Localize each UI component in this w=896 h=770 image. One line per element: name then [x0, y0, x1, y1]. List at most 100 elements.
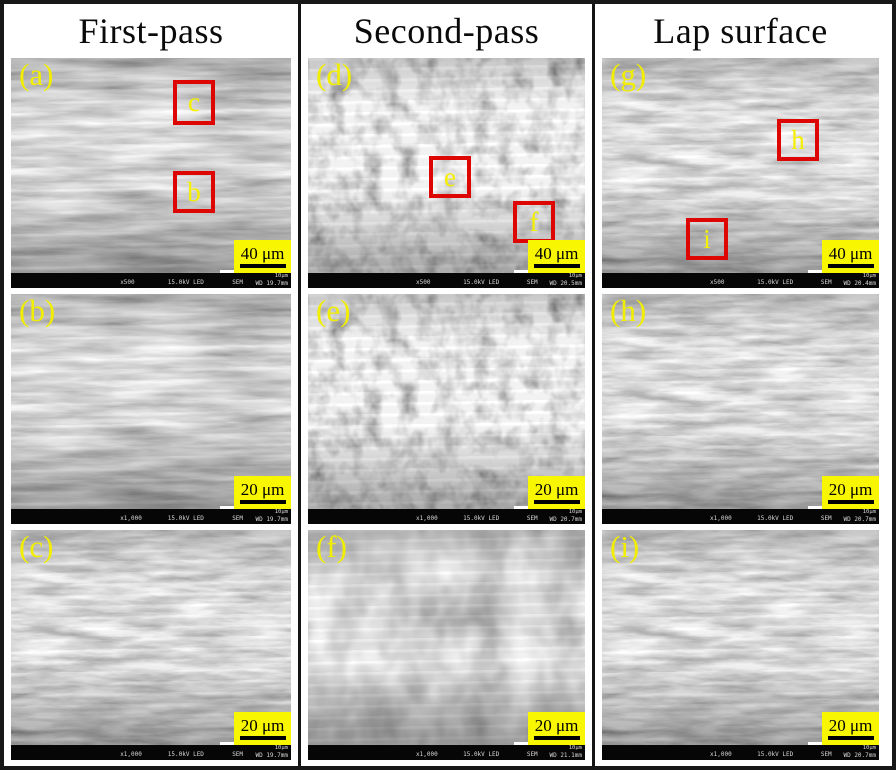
meta-voltage: 15.0kV LED — [757, 751, 794, 758]
sem-image-i: (i) 20 μm — [602, 530, 879, 745]
meta-voltage: 15.0kV LED — [463, 279, 500, 286]
region-box-h: h — [777, 119, 819, 161]
panel-label: (e) — [316, 294, 351, 328]
region-box-c: c — [173, 80, 215, 125]
meta-minibar-tick — [220, 506, 241, 509]
meta-minibar-label: 10μm — [568, 745, 582, 751]
sem-panel-g: (g) h i 40 μm x500 15.0kV LED SEM 10μm W… — [602, 58, 879, 288]
sem-panel-c: (c) 20 μm x1,000 15.0kV LED SEM 10μm WD … — [11, 530, 291, 760]
scale-bar: 20 μm — [822, 712, 879, 745]
region-box-i: i — [686, 218, 728, 260]
meta-working-distance: WD 19.7mm — [255, 516, 288, 523]
meta-detector: SEM — [526, 515, 538, 522]
meta-minibar-tick — [808, 506, 829, 509]
meta-magnification: x1,000 — [416, 515, 438, 522]
region-box-b: b — [173, 171, 215, 213]
meta-working-distance: WD 20.7mm — [843, 516, 876, 523]
meta-detector: SEM — [526, 279, 538, 286]
meta-magnification: x500 — [120, 279, 135, 286]
scale-bar-label: 20 μm — [240, 480, 285, 499]
scale-bar: 40 μm — [234, 240, 291, 273]
sem-panel-f: (f) 20 μm x1,000 15.0kV LED SEM 10μm WD … — [308, 530, 585, 760]
scale-bar: 40 μm — [822, 240, 879, 273]
meta-bar: x500 15.0kV LED SEM 10μm WD 20.4mm — [602, 273, 879, 288]
scale-bar-line — [533, 736, 580, 740]
region-box-letter: b — [187, 176, 201, 207]
scale-bar-label: 20 μm — [534, 480, 579, 499]
meta-detector: SEM — [526, 751, 538, 758]
meta-working-distance: WD 20.5mm — [549, 280, 582, 287]
image-shading — [308, 58, 585, 273]
meta-minibar-tick — [514, 742, 535, 745]
meta-minibar-tick — [514, 270, 535, 273]
meta-voltage: 15.0kV LED — [757, 515, 794, 522]
scale-bar-line — [827, 500, 874, 504]
scale-bar-line — [827, 736, 874, 740]
meta-working-distance: WD 21.1mm — [549, 752, 582, 759]
meta-voltage: 15.0kV LED — [463, 515, 500, 522]
meta-detector: SEM — [820, 279, 832, 286]
scale-bar: 20 μm — [234, 712, 291, 745]
sem-image-b: (b) 20 μm — [11, 294, 291, 509]
meta-minibar-label: 10μm — [568, 509, 582, 515]
sem-texture — [308, 294, 585, 509]
meta-minibar-label: 10μm — [274, 273, 288, 279]
meta-magnification: x1,000 — [416, 751, 438, 758]
sem-texture — [602, 294, 879, 509]
meta-detector: SEM — [232, 751, 244, 758]
meta-bar: x500 15.0kV LED SEM 10μm WD 19.7mm — [11, 273, 291, 288]
meta-bar: x1,000 15.0kV LED SEM 10μm WD 19.7mm — [11, 509, 291, 524]
meta-minibar-tick — [220, 270, 241, 273]
meta-working-distance: WD 20.7mm — [549, 516, 582, 523]
column-header: Second-pass — [353, 11, 540, 51]
meta-magnification: x1,000 — [120, 751, 142, 758]
image-shading — [11, 58, 291, 273]
region-box-f: f — [513, 201, 555, 243]
scale-bar-label: 40 μm — [240, 244, 285, 263]
meta-detector: SEM — [820, 515, 832, 522]
column-first-pass: First-pass (a) c b 40 μm x500 — [4, 4, 298, 766]
meta-magnification: x1,000 — [710, 751, 732, 758]
scale-bar: 40 μm — [528, 240, 585, 273]
sem-texture — [11, 530, 291, 745]
meta-bar: x1,000 15.0kV LED SEM 10μm WD 20.7mm — [602, 509, 879, 524]
sem-image-e: (e) 20 μm — [308, 294, 585, 509]
panel-label: (d) — [316, 58, 353, 92]
meta-voltage: 15.0kV LED — [167, 515, 204, 522]
panel-label: (b) — [19, 294, 56, 328]
panel-label: (i) — [610, 530, 640, 564]
sem-image-c: (c) 20 μm — [11, 530, 291, 745]
image-shading — [602, 530, 879, 745]
scale-bar-label: 40 μm — [534, 244, 579, 263]
meta-voltage: 15.0kV LED — [167, 279, 204, 286]
meta-voltage: 15.0kV LED — [757, 279, 794, 286]
sem-texture — [11, 58, 291, 273]
scale-bar-line — [239, 736, 286, 740]
meta-magnification: x500 — [416, 279, 431, 286]
sem-panel-d: (d) e f 40 μm x500 15.0kV LED SEM 10μm W… — [308, 58, 585, 288]
meta-minibar-tick — [808, 270, 829, 273]
panel-label: (h) — [610, 294, 647, 328]
column-second-pass: Second-pass (d) e f 40 μm x500 — [298, 4, 592, 766]
sem-texture — [602, 530, 879, 745]
panel-label: (c) — [19, 530, 54, 564]
scale-bar: 20 μm — [528, 476, 585, 509]
meta-minibar-label: 10μm — [862, 273, 876, 279]
sem-texture — [602, 58, 879, 273]
sem-image-f: (f) 20 μm — [308, 530, 585, 745]
meta-minibar-label: 10μm — [862, 509, 876, 515]
scale-bar-label: 20 μm — [534, 716, 579, 735]
meta-detector: SEM — [232, 515, 244, 522]
sem-image-g: (g) h i 40 μm — [602, 58, 879, 273]
meta-minibar-label: 10μm — [274, 509, 288, 515]
panel-label: (f) — [316, 530, 347, 564]
sem-panel-e: (e) 20 μm x1,000 15.0kV LED SEM 10μm WD … — [308, 294, 585, 524]
panel-label: (g) — [610, 58, 647, 92]
scale-bar: 20 μm — [528, 712, 585, 745]
panel-label: (a) — [19, 58, 54, 92]
meta-working-distance: WD 19.7mm — [255, 280, 288, 287]
image-shading — [11, 294, 291, 509]
region-box-e: e — [429, 156, 471, 198]
meta-bar: x1,000 15.0kV LED SEM 10μm WD 20.7mm — [308, 509, 585, 524]
meta-minibar-label: 10μm — [568, 273, 582, 279]
